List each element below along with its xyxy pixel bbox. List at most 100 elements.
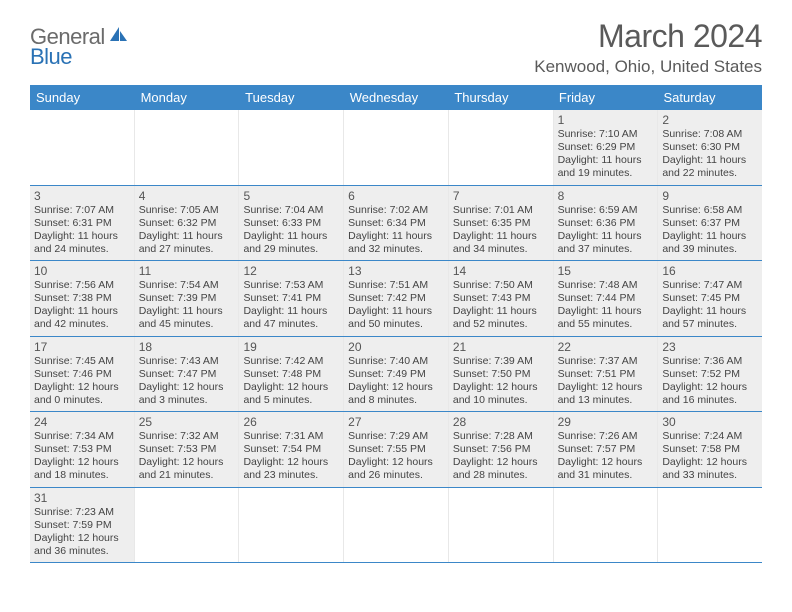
- day-info-line: and 26 minutes.: [348, 469, 444, 482]
- day-info-line: Sunrise: 7:07 AM: [34, 204, 130, 217]
- day-info-line: Sunrise: 7:24 AM: [662, 430, 758, 443]
- day-info-line: Sunrise: 7:43 AM: [139, 355, 235, 368]
- day-info-line: Daylight: 11 hours: [662, 230, 758, 243]
- day-info-line: Sunrise: 7:42 AM: [243, 355, 339, 368]
- day-info-line: Sunrise: 7:36 AM: [662, 355, 758, 368]
- day-info-line: Sunrise: 6:58 AM: [662, 204, 758, 217]
- day-cell: 30Sunrise: 7:24 AMSunset: 7:58 PMDayligh…: [658, 412, 762, 487]
- day-info-line: Sunrise: 7:10 AM: [558, 128, 654, 141]
- day-cell: [344, 110, 449, 185]
- day-number: 23: [662, 340, 758, 354]
- weekday-label: Saturday: [657, 85, 762, 110]
- day-cell: [554, 488, 659, 563]
- day-info-line: and 39 minutes.: [662, 243, 758, 256]
- day-info-line: Sunrise: 6:59 AM: [558, 204, 654, 217]
- day-info-line: and 3 minutes.: [139, 394, 235, 407]
- day-number: 27: [348, 415, 444, 429]
- header: General March 2024 Kenwood, Ohio, United…: [30, 18, 762, 77]
- sail-icon: [108, 25, 130, 48]
- day-number: 30: [662, 415, 758, 429]
- day-number: 2: [662, 113, 758, 127]
- day-cell: 24Sunrise: 7:34 AMSunset: 7:53 PMDayligh…: [30, 412, 135, 487]
- day-info-line: Sunset: 7:41 PM: [243, 292, 339, 305]
- day-number: 29: [558, 415, 654, 429]
- day-info-line: Sunrise: 7:26 AM: [558, 430, 654, 443]
- day-info-line: and 22 minutes.: [662, 167, 758, 180]
- day-info-line: Sunset: 7:38 PM: [34, 292, 130, 305]
- day-info-line: Sunrise: 7:56 AM: [34, 279, 130, 292]
- day-info-line: Daylight: 11 hours: [243, 230, 339, 243]
- day-info-line: Sunrise: 7:28 AM: [453, 430, 549, 443]
- day-cell: [449, 110, 554, 185]
- day-cell: 19Sunrise: 7:42 AMSunset: 7:48 PMDayligh…: [239, 337, 344, 412]
- day-number: 31: [34, 491, 130, 505]
- day-cell: 2Sunrise: 7:08 AMSunset: 6:30 PMDaylight…: [658, 110, 762, 185]
- day-number: 5: [243, 189, 339, 203]
- day-number: 11: [139, 264, 235, 278]
- week-row: 10Sunrise: 7:56 AMSunset: 7:38 PMDayligh…: [30, 261, 762, 337]
- day-number: 19: [243, 340, 339, 354]
- day-info-line: Daylight: 12 hours: [558, 381, 654, 394]
- day-info-line: Sunset: 6:29 PM: [558, 141, 654, 154]
- day-info-line: Sunset: 7:42 PM: [348, 292, 444, 305]
- day-info-line: Sunset: 7:53 PM: [139, 443, 235, 456]
- day-info-line: and 31 minutes.: [558, 469, 654, 482]
- logo-blue-wrap: Blue: [30, 44, 72, 70]
- day-info-line: Sunset: 6:37 PM: [662, 217, 758, 230]
- day-info-line: and 5 minutes.: [243, 394, 339, 407]
- day-info-line: Sunset: 7:52 PM: [662, 368, 758, 381]
- day-info-line: Sunset: 7:58 PM: [662, 443, 758, 456]
- day-cell: 20Sunrise: 7:40 AMSunset: 7:49 PMDayligh…: [344, 337, 449, 412]
- day-info-line: and 28 minutes.: [453, 469, 549, 482]
- day-number: 14: [453, 264, 549, 278]
- day-cell: 9Sunrise: 6:58 AMSunset: 6:37 PMDaylight…: [658, 186, 762, 261]
- day-info-line: Sunset: 7:51 PM: [558, 368, 654, 381]
- day-info-line: Sunset: 6:35 PM: [453, 217, 549, 230]
- day-info-line: Sunset: 7:59 PM: [34, 519, 130, 532]
- day-info-line: Sunset: 7:48 PM: [243, 368, 339, 381]
- day-info-line: Sunrise: 7:51 AM: [348, 279, 444, 292]
- day-info-line: Sunrise: 7:08 AM: [662, 128, 758, 141]
- day-cell: 7Sunrise: 7:01 AMSunset: 6:35 PMDaylight…: [449, 186, 554, 261]
- day-cell: 26Sunrise: 7:31 AMSunset: 7:54 PMDayligh…: [239, 412, 344, 487]
- day-info-line: Sunrise: 7:40 AM: [348, 355, 444, 368]
- day-cell: 14Sunrise: 7:50 AMSunset: 7:43 PMDayligh…: [449, 261, 554, 336]
- day-info-line: Sunset: 7:44 PM: [558, 292, 654, 305]
- day-number: 24: [34, 415, 130, 429]
- day-cell: [135, 488, 240, 563]
- day-cell: 11Sunrise: 7:54 AMSunset: 7:39 PMDayligh…: [135, 261, 240, 336]
- day-info-line: Sunrise: 7:02 AM: [348, 204, 444, 217]
- day-info-line: Sunset: 7:54 PM: [243, 443, 339, 456]
- day-cell: 6Sunrise: 7:02 AMSunset: 6:34 PMDaylight…: [344, 186, 449, 261]
- weekday-label: Wednesday: [344, 85, 449, 110]
- weekday-label: Thursday: [448, 85, 553, 110]
- day-info-line: Sunset: 7:43 PM: [453, 292, 549, 305]
- day-info-line: Sunrise: 7:01 AM: [453, 204, 549, 217]
- logo-text-blue: Blue: [30, 44, 72, 69]
- day-info-line: Daylight: 11 hours: [558, 305, 654, 318]
- day-cell: 5Sunrise: 7:04 AMSunset: 6:33 PMDaylight…: [239, 186, 344, 261]
- day-info-line: Sunset: 7:57 PM: [558, 443, 654, 456]
- day-info-line: and 18 minutes.: [34, 469, 130, 482]
- day-number: 9: [662, 189, 758, 203]
- day-cell: 27Sunrise: 7:29 AMSunset: 7:55 PMDayligh…: [344, 412, 449, 487]
- day-info-line: Sunrise: 7:54 AM: [139, 279, 235, 292]
- day-info-line: and 27 minutes.: [139, 243, 235, 256]
- day-info-line: and 10 minutes.: [453, 394, 549, 407]
- day-cell: 3Sunrise: 7:07 AMSunset: 6:31 PMDaylight…: [30, 186, 135, 261]
- day-number: 18: [139, 340, 235, 354]
- day-info-line: Sunrise: 7:48 AM: [558, 279, 654, 292]
- day-cell: 23Sunrise: 7:36 AMSunset: 7:52 PMDayligh…: [658, 337, 762, 412]
- day-cell: 22Sunrise: 7:37 AMSunset: 7:51 PMDayligh…: [554, 337, 659, 412]
- day-info-line: Daylight: 12 hours: [453, 456, 549, 469]
- day-info-line: and 34 minutes.: [453, 243, 549, 256]
- day-number: 20: [348, 340, 444, 354]
- day-cell: 8Sunrise: 6:59 AMSunset: 6:36 PMDaylight…: [554, 186, 659, 261]
- day-cell: 13Sunrise: 7:51 AMSunset: 7:42 PMDayligh…: [344, 261, 449, 336]
- day-info-line: Sunset: 7:49 PM: [348, 368, 444, 381]
- day-cell: 21Sunrise: 7:39 AMSunset: 7:50 PMDayligh…: [449, 337, 554, 412]
- day-info-line: and 37 minutes.: [558, 243, 654, 256]
- day-number: 16: [662, 264, 758, 278]
- day-info-line: and 29 minutes.: [243, 243, 339, 256]
- day-info-line: Daylight: 12 hours: [558, 456, 654, 469]
